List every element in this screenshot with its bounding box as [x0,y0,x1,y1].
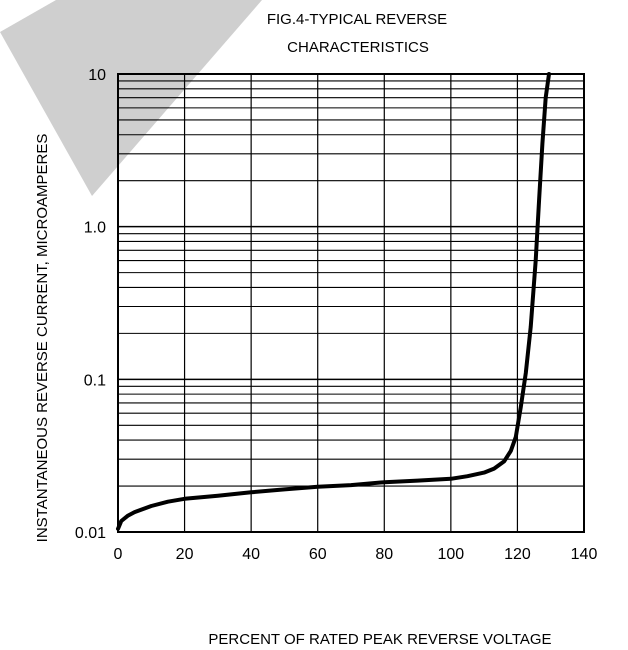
x-tick-label: 100 [438,546,465,563]
x-tick-label: 20 [176,546,194,563]
plot-frame [117,73,585,533]
y-axis-label: INSTANTANEOUS REVERSE CURRENT, MICROAMPE… [34,134,51,543]
x-tick-label: 0 [114,546,123,563]
x-tick-label: 60 [309,546,327,563]
chart-title-line-2: CHARACTERISTICS [287,39,429,56]
x-tick-label: 80 [375,546,393,563]
series-line-0 [116,72,551,531]
x-tick-label: 140 [571,546,598,563]
chart-title-line-1: FIG.4-TYPICAL REVERSE [267,11,447,28]
x-tick-label: 120 [504,546,531,563]
y-tick-label: 1.0 [84,220,106,237]
y-tick-label: 0.1 [84,372,106,389]
chart-ticks: 0 20 40 60 80 100 120 140 0.01 0.1 1.0 10 [75,67,598,563]
y-tick-label: 10 [88,67,106,84]
x-axis-label: PERCENT OF RATED PEAK REVERSE VOLTAGE [208,631,551,648]
y-tick-label: 0.01 [75,525,106,542]
chart-series [116,72,551,531]
x-tick-label: 40 [242,546,260,563]
chart-grid [117,74,585,533]
